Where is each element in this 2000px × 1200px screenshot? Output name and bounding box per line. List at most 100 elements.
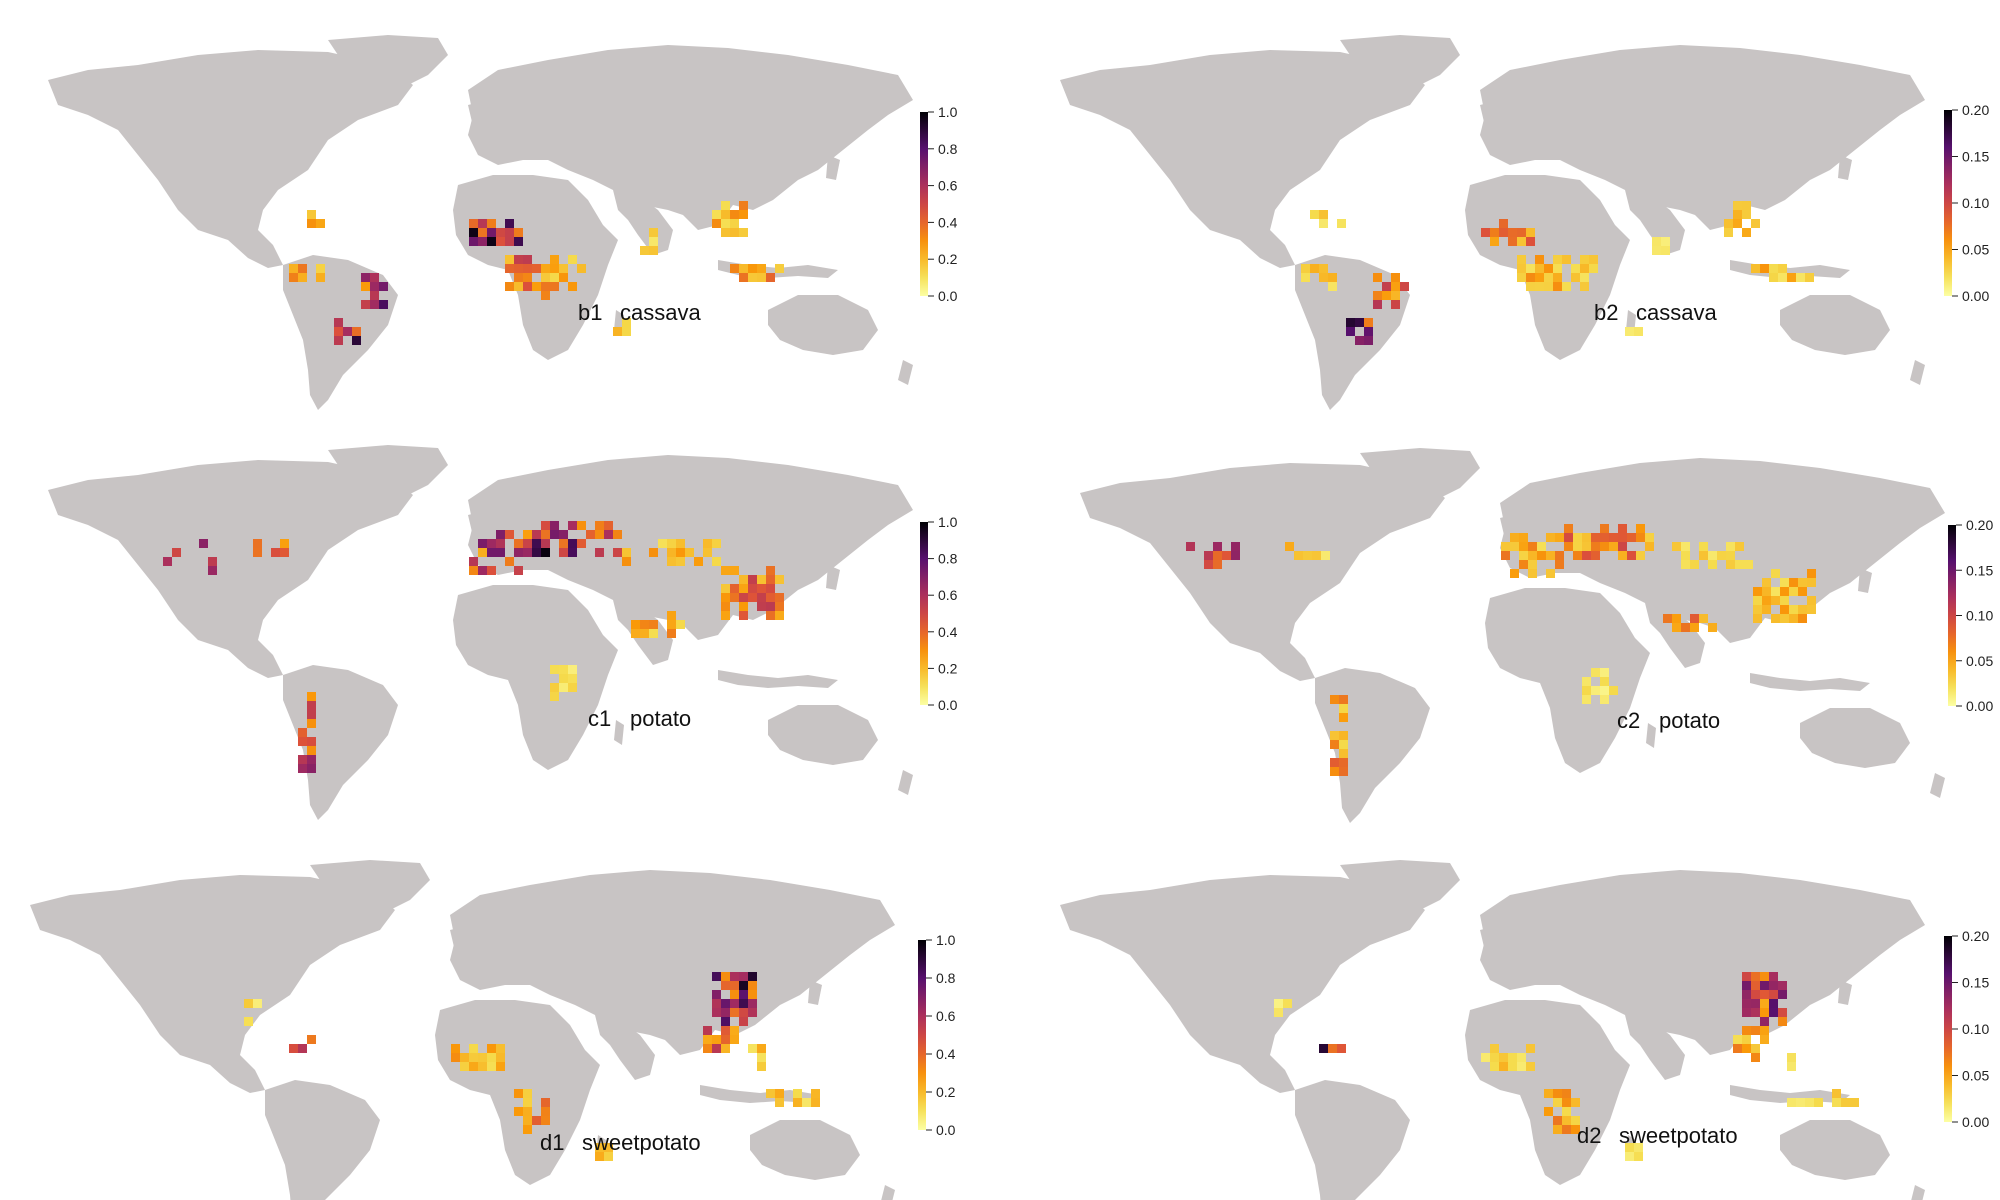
map-cell — [1319, 1044, 1328, 1053]
map-cell — [1319, 1044, 1328, 1053]
map-cell — [1490, 1053, 1499, 1062]
map-cell — [1742, 981, 1751, 990]
map-cell — [1733, 1044, 1742, 1053]
map-cell — [1760, 990, 1769, 999]
map-cell — [1553, 1116, 1562, 1125]
map-cell — [1769, 981, 1778, 990]
map-cell — [1778, 1008, 1787, 1017]
map-cell — [1490, 1053, 1499, 1062]
land-madagascar — [1626, 1135, 1636, 1160]
map-cell — [1490, 1053, 1499, 1062]
map-cell — [1850, 1098, 1859, 1107]
map-cell — [1751, 1053, 1760, 1062]
map-cell — [1625, 1152, 1634, 1161]
land-new-zealand — [1911, 1185, 1925, 1200]
map-cell — [1742, 1026, 1751, 1035]
map-cell — [1751, 1008, 1760, 1017]
map-cell — [1508, 1053, 1517, 1062]
map-cell — [1742, 999, 1751, 1008]
map-cell — [1760, 1035, 1769, 1044]
land-uk — [1480, 927, 1494, 947]
map-cell — [1751, 1008, 1760, 1017]
map-cell — [1508, 1053, 1517, 1062]
colorbar-tick-label: 0.15 — [1962, 975, 1989, 991]
map-cell — [1490, 1053, 1499, 1062]
map-cell — [1571, 1098, 1580, 1107]
map-cell — [1481, 1053, 1490, 1062]
map-cell — [1742, 981, 1751, 990]
map-cell — [1634, 1143, 1643, 1152]
map-cell — [1508, 1053, 1517, 1062]
map-cell — [1499, 1062, 1508, 1071]
map-cell — [1760, 972, 1769, 981]
map-cell — [1526, 1062, 1535, 1071]
map-cell — [1760, 999, 1769, 1008]
map-cell — [1760, 1008, 1769, 1017]
map-cell — [1742, 999, 1751, 1008]
map-cell — [1553, 1089, 1562, 1098]
panel-letter: d2 — [1577, 1123, 1601, 1148]
land-australia — [1780, 1120, 1890, 1180]
map-cell — [1562, 1107, 1571, 1116]
map-cell — [1490, 1044, 1499, 1053]
map-cell — [1562, 1098, 1571, 1107]
map-cell — [1760, 1008, 1769, 1017]
map-cell — [1625, 1143, 1634, 1152]
map-cell — [1751, 1008, 1760, 1017]
land-africa — [1465, 1000, 1630, 1185]
map-cell — [1796, 1098, 1805, 1107]
map-cell — [1562, 1125, 1571, 1134]
colorbar-tick-label: 0.00 — [1962, 1114, 1989, 1130]
map-cell — [1490, 1062, 1499, 1071]
map-cell — [1760, 999, 1769, 1008]
map-cell — [1490, 1053, 1499, 1062]
map-cell — [1517, 1062, 1526, 1071]
map-cell — [1751, 999, 1760, 1008]
map-cell — [1760, 999, 1769, 1008]
map-cell — [1742, 1044, 1751, 1053]
map-cell — [1562, 1089, 1571, 1098]
map-cell — [1499, 1053, 1508, 1062]
map-cell — [1787, 1098, 1796, 1107]
map-cell — [1787, 1098, 1796, 1107]
map-cell — [1319, 1044, 1328, 1053]
map-cell — [1319, 1044, 1328, 1053]
land-indonesia — [1730, 1085, 1850, 1103]
map-cell — [1517, 1053, 1526, 1062]
map-cell — [1769, 1008, 1778, 1017]
map-cell — [1769, 981, 1778, 990]
map-cell — [1553, 1089, 1562, 1098]
map-cell — [1769, 972, 1778, 981]
map-cell — [1742, 981, 1751, 990]
map-cell — [1760, 981, 1769, 990]
map-cell — [1787, 1053, 1796, 1062]
map-cell — [1274, 999, 1283, 1008]
map-cell — [1544, 1107, 1553, 1116]
map-cell — [1760, 1026, 1769, 1035]
map-cell — [1733, 1044, 1742, 1053]
map-cell — [1751, 981, 1760, 990]
map-cell — [1553, 1089, 1562, 1098]
map-cell — [1814, 1098, 1823, 1107]
map-cell — [1751, 1026, 1760, 1035]
map-cell — [1508, 1062, 1517, 1071]
map-cell — [1751, 1026, 1760, 1035]
map-cell — [1517, 1053, 1526, 1062]
map-cell — [1283, 999, 1292, 1008]
colorbar-tick-label: 0.20 — [1962, 928, 1989, 944]
map-cell — [1517, 1062, 1526, 1071]
land-japan — [1838, 980, 1852, 1005]
land-south-america — [1295, 1080, 1410, 1200]
map-cell — [1796, 1098, 1805, 1107]
land-eurasia — [1480, 870, 1925, 1055]
map-cell — [1742, 990, 1751, 999]
map-cell — [1805, 1098, 1814, 1107]
map-cell — [1751, 990, 1760, 999]
map-cell — [1787, 1062, 1796, 1071]
map-cell — [1760, 981, 1769, 990]
map-cell — [1562, 1125, 1571, 1134]
map-cell — [1553, 1098, 1562, 1107]
map-cell — [1751, 999, 1760, 1008]
map-cell — [1508, 1062, 1517, 1071]
